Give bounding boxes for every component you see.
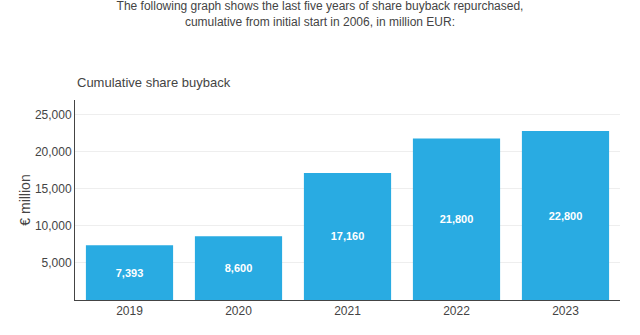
svg-text:5,000: 5,000: [42, 256, 72, 270]
svg-text:The following graph shows the: The following graph shows the last five …: [117, 0, 524, 29]
svg-text:21,800: 21,800: [440, 213, 474, 225]
svg-text:8,600: 8,600: [225, 262, 253, 274]
svg-text:2022: 2022: [443, 304, 470, 318]
svg-text:22,800: 22,800: [549, 210, 583, 222]
svg-text:7,393: 7,393: [116, 267, 144, 279]
svg-text:15,000: 15,000: [35, 182, 72, 196]
svg-text:€ million: € million: [17, 174, 33, 225]
svg-text:Cumulative share buyback: Cumulative share buyback: [77, 75, 231, 90]
svg-text:20,000: 20,000: [35, 145, 72, 159]
svg-text:2020: 2020: [225, 304, 252, 318]
svg-text:17,160: 17,160: [331, 230, 365, 242]
svg-text:10,000: 10,000: [35, 219, 72, 233]
svg-text:2021: 2021: [334, 304, 361, 318]
svg-text:2023: 2023: [552, 304, 579, 318]
svg-text:25,000: 25,000: [35, 108, 72, 122]
svg-text:2019: 2019: [116, 304, 143, 318]
